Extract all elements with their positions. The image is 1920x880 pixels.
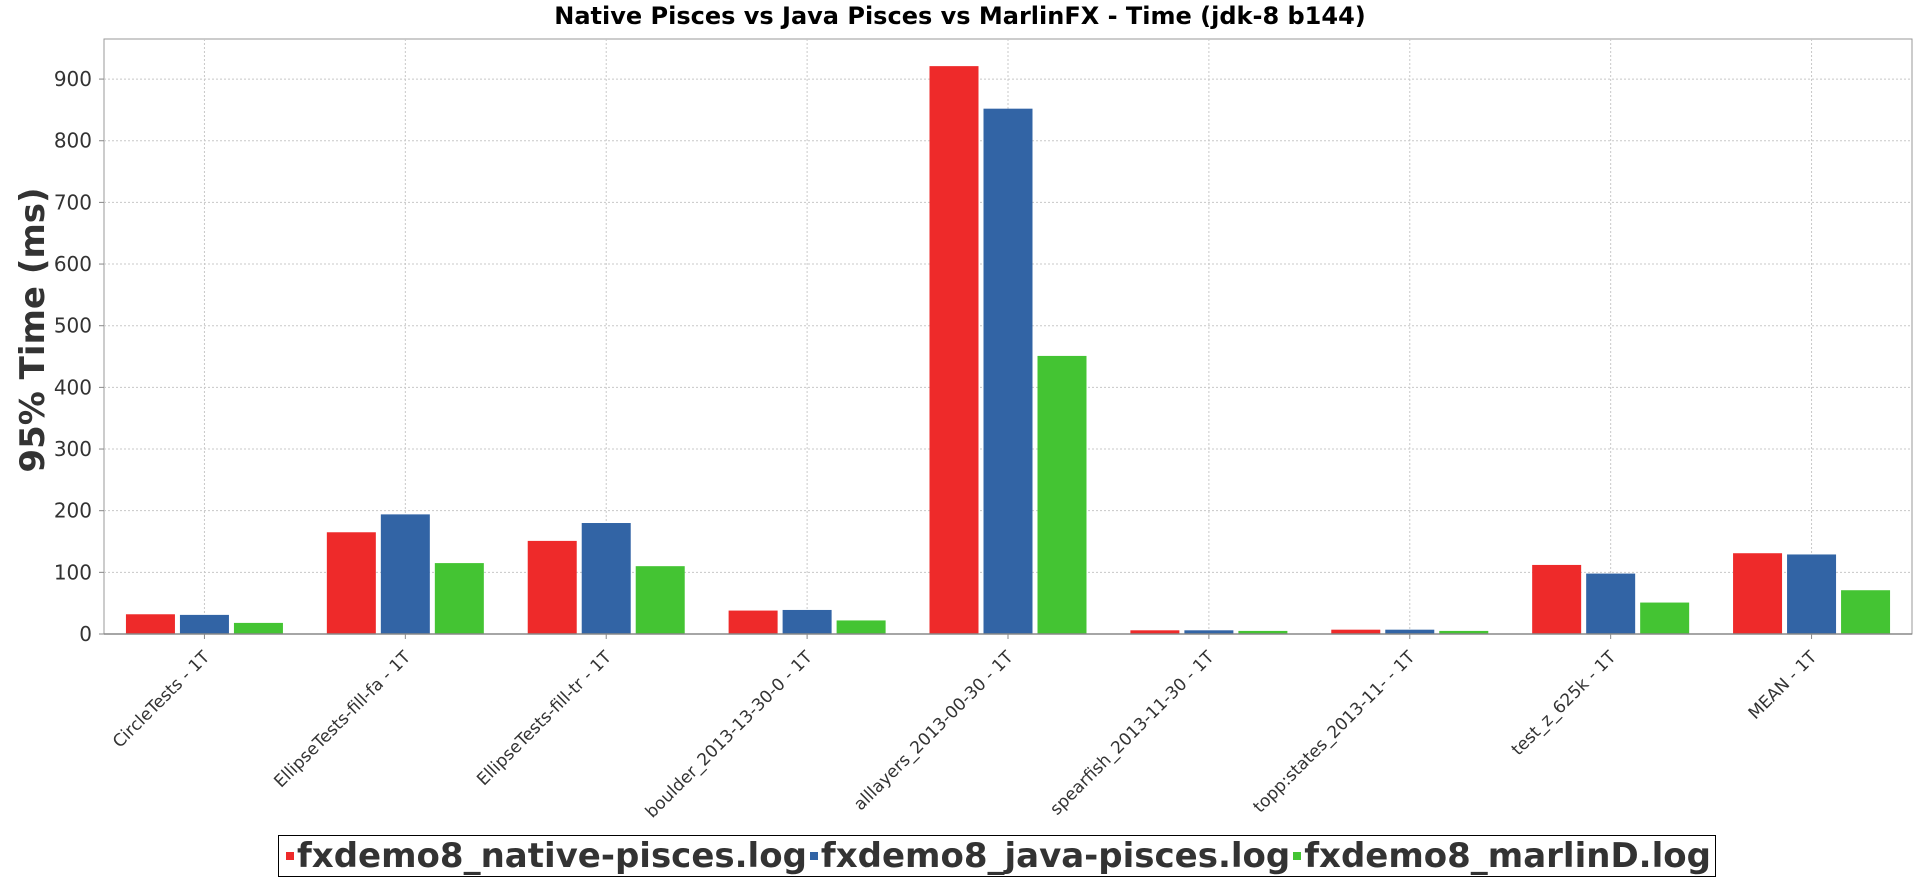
- bar-2-1: [179, 614, 229, 634]
- y-tick-label: 0: [79, 622, 92, 646]
- chart-title: Native Pisces vs Java Pisces vs MarlinFX…: [554, 2, 1366, 30]
- bar-2-5: [983, 108, 1033, 634]
- bar-3-2: [434, 563, 484, 634]
- bar-1-2: [326, 532, 376, 634]
- x-tick-label: spearfish_2013-11-30 - 1T: [1046, 647, 1218, 819]
- bar-3-1: [233, 622, 283, 634]
- y-tick-label: 200: [54, 499, 92, 523]
- y-tick-label: 600: [54, 252, 92, 276]
- legend-item: fxdemo8_java-pisces.log: [807, 836, 1290, 876]
- bar-1-3: [527, 540, 577, 634]
- y-tick-label: 700: [54, 190, 92, 214]
- legend-swatch: [809, 852, 818, 860]
- bar-2-6: [1184, 630, 1234, 634]
- x-tick-label: CircleTests - 1T: [109, 647, 214, 752]
- x-tick-label: alllayers_2013-00-30 - 1T: [850, 647, 1018, 815]
- bar-2-2: [380, 514, 430, 634]
- bar-1-4: [728, 610, 778, 634]
- y-tick-label: 500: [54, 314, 92, 338]
- legend-item: fxdemo8_marlinD.log: [1290, 836, 1711, 876]
- bar-3-6: [1238, 630, 1288, 634]
- bar-1-6: [1130, 630, 1180, 634]
- bar-1-7: [1331, 629, 1381, 634]
- legend-item: fxdemo8_native-pisces.log: [283, 836, 807, 876]
- bar-3-3: [635, 566, 685, 634]
- bar-3-9: [1841, 590, 1891, 634]
- x-tick-label: EllipseTests-fill-tr - 1T: [473, 647, 616, 790]
- bar-3-8: [1640, 602, 1690, 634]
- legend-swatch: [286, 852, 294, 860]
- bar-chart: 0 100 200 300 400 500 600 700 800 900 CircleTests…: [13, 38, 1913, 822]
- y-tick-label: 400: [54, 375, 92, 399]
- bar-1-8: [1532, 564, 1582, 634]
- bar-1-9: [1733, 553, 1783, 634]
- y-tick-label: 300: [54, 437, 92, 461]
- x-tick-label: test_z_625k - 1T: [1508, 647, 1621, 760]
- bar-2-3: [581, 523, 631, 634]
- legend-label: fxdemo8_java-pisces.log: [820, 836, 1291, 876]
- bar-1-1: [125, 614, 175, 634]
- x-tick-labels: CircleTests - 1T EllipseTests-fill-fa - 1…: [109, 647, 1821, 822]
- bars: [125, 66, 1891, 635]
- bar-1-5: [929, 66, 979, 635]
- legend-label: fxdemo8_native-pisces.log: [297, 836, 807, 876]
- axes: [99, 78, 1912, 639]
- legend: fxdemo8_native-pisces.log fxdemo8_java-pi…: [278, 835, 1716, 877]
- bar-3-4: [836, 620, 886, 634]
- bar-2-4: [782, 609, 832, 634]
- legend-label: fxdemo8_marlinD.log: [1304, 836, 1711, 876]
- y-tick-label: 800: [54, 129, 92, 153]
- legend-swatch: [1293, 852, 1302, 860]
- bar-2-9: [1787, 554, 1837, 634]
- bar-2-7: [1385, 629, 1435, 634]
- y-tick-labels: 0 100 200 300 400 500 600 700 800 900: [54, 67, 92, 646]
- x-tick-label: boulder_2013-13-30-0 - 1T: [642, 647, 817, 822]
- bar-2-8: [1586, 573, 1636, 634]
- x-tick-label: EllipseTests-fill-fa - 1T: [270, 647, 415, 792]
- y-tick-label: 900: [54, 67, 92, 91]
- x-tick-label: topp:states_2013-11- - 1T: [1250, 647, 1420, 817]
- bar-3-5: [1037, 355, 1087, 634]
- y-tick-label: 100: [54, 560, 92, 584]
- x-tick-label: MEAN - 1T: [1745, 647, 1822, 724]
- bar-3-7: [1439, 630, 1489, 634]
- y-axis-label: 95% Time (ms): [13, 187, 53, 472]
